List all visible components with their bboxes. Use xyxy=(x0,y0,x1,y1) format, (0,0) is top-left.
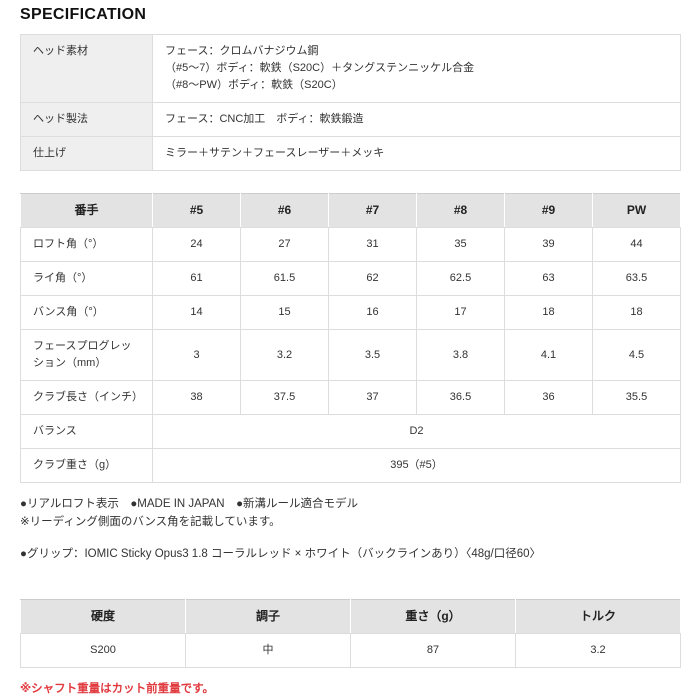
club-row-label: バンス角（°） xyxy=(20,295,153,330)
club-value-cell: 38 xyxy=(152,380,241,415)
notes-block: ●リアルロフト表示 ●MADE IN JAPAN ●新溝ルール適合モデル ※リー… xyxy=(20,495,680,531)
table-row: ヘッド製法 フェース：CNC加工 ボディ：軟鉄鍛造 xyxy=(20,102,681,137)
club-row-label: バランス xyxy=(20,414,153,449)
shaft-value-flex: S200 xyxy=(20,633,186,668)
spec-value-head-construction: フェース：CNC加工 ボディ：軟鉄鍛造 xyxy=(152,102,681,137)
table-row-face-progression: フェースプログレッション（mm） 3 3.2 3.5 3.8 4.1 4.5 xyxy=(20,329,681,381)
table-row-lie: ライ角（°） 61 61.5 62 62.5 63 63.5 xyxy=(20,261,681,296)
table-row: 仕上げ ミラー＋サテン＋フェースレーザー＋メッキ xyxy=(20,136,681,171)
club-value-cell: 61 xyxy=(152,261,241,296)
club-value-cell: 3 xyxy=(152,329,241,381)
club-value-cell: 37.5 xyxy=(240,380,329,415)
spec-label-finish: 仕上げ xyxy=(20,136,153,171)
club-header-5: #5 xyxy=(152,193,241,228)
shaft-value-weight: 87 xyxy=(350,633,516,668)
club-header-8: #8 xyxy=(416,193,505,228)
table-row-loft: ロフト角（°） 24 27 31 35 39 44 xyxy=(20,227,681,262)
club-row-label: クラブ長さ（インチ） xyxy=(20,380,153,415)
club-value-cell: 44 xyxy=(592,227,681,262)
spec-value-line: フェース：クロムバナジウム鋼 xyxy=(165,45,319,57)
club-span-value-weight: 395（#5） xyxy=(152,448,681,483)
spec-value-line: （#8～PW）ボディ：軟鉄（S20C） xyxy=(165,79,343,91)
club-value-cell: 31 xyxy=(328,227,417,262)
club-value-cell: 18 xyxy=(504,295,593,330)
club-value-cell: 35 xyxy=(416,227,505,262)
club-value-cell: 62.5 xyxy=(416,261,505,296)
table-row-balance: バランス D2 xyxy=(20,414,681,449)
shaft-header-row: 硬度 調子 重さ（g） トルク xyxy=(20,599,681,634)
shaft-value-kick: 中 xyxy=(185,633,351,668)
club-header-7: #7 xyxy=(328,193,417,228)
club-row-label: クラブ重さ（g） xyxy=(20,448,153,483)
shaft-weight-footnote: ※シャフト重量はカット前重量です。 xyxy=(20,683,215,695)
shaft-header-torque: トルク xyxy=(515,599,681,634)
spec-label-head-material: ヘッド素材 xyxy=(20,34,153,103)
club-value-cell: 3.8 xyxy=(416,329,505,381)
page-title: SPECIFICATION xyxy=(20,6,147,23)
club-header-9: #9 xyxy=(504,193,593,228)
club-value-cell: 3.5 xyxy=(328,329,417,381)
club-value-cell: 16 xyxy=(328,295,417,330)
club-value-cell: 4.5 xyxy=(592,329,681,381)
club-header-number: 番手 xyxy=(20,193,153,228)
table-row: ヘッド素材 フェース：クロムバナジウム鋼 （#5～7）ボディ：軟鉄（S20C）＋… xyxy=(20,34,681,103)
spec-value-line: （#5～7）ボディ：軟鉄（S20C）＋タングステンニッケル合金 xyxy=(165,62,475,74)
club-value-cell: 36.5 xyxy=(416,380,505,415)
club-value-cell: 27 xyxy=(240,227,329,262)
club-value-cell: 24 xyxy=(152,227,241,262)
club-value-cell: 63.5 xyxy=(592,261,681,296)
club-spec-table: 番手 #5 #6 #7 #8 #9 PW ロフト角（°） 24 27 31 35… xyxy=(20,193,681,483)
spec-value-head-material: フェース：クロムバナジウム鋼 （#5～7）ボディ：軟鉄（S20C）＋タングステン… xyxy=(152,34,681,103)
feature-bullets: ●リアルロフト表示 ●MADE IN JAPAN ●新溝ルール適合モデル xyxy=(20,498,359,510)
club-value-cell: 36 xyxy=(504,380,593,415)
shaft-value-torque: 3.2 xyxy=(515,633,681,668)
shaft-spec-table: 硬度 調子 重さ（g） トルク S200 中 87 3.2 xyxy=(20,599,681,668)
club-value-cell: 18 xyxy=(592,295,681,330)
club-value-cell: 35.5 xyxy=(592,380,681,415)
club-header-6: #6 xyxy=(240,193,329,228)
bounce-caution-note: ※リーディング側面のバンス角を記載しています。 xyxy=(20,516,281,528)
grip-note: ●グリップ：IOMIC Sticky Opus3 1.8 コーラルレッド × ホ… xyxy=(20,548,542,560)
club-value-cell: 62 xyxy=(328,261,417,296)
club-value-cell: 37 xyxy=(328,380,417,415)
club-table-header-row: 番手 #5 #6 #7 #8 #9 PW xyxy=(20,193,681,228)
club-row-label: ライ角（°） xyxy=(20,261,153,296)
club-header-pw: PW xyxy=(592,193,681,228)
table-row-bounce: バンス角（°） 14 15 16 17 18 18 xyxy=(20,295,681,330)
club-span-value-balance: D2 xyxy=(152,414,681,449)
club-value-cell: 17 xyxy=(416,295,505,330)
spec-value-finish: ミラー＋サテン＋フェースレーザー＋メッキ xyxy=(152,136,681,171)
table-row-weight: クラブ重さ（g） 395（#5） xyxy=(20,448,681,483)
shaft-header-kick: 調子 xyxy=(185,599,351,634)
spec-label-head-construction: ヘッド製法 xyxy=(20,102,153,137)
club-value-cell: 39 xyxy=(504,227,593,262)
table-row-length: クラブ長さ（インチ） 38 37.5 37 36.5 36 35.5 xyxy=(20,380,681,415)
club-value-cell: 63 xyxy=(504,261,593,296)
club-value-cell: 15 xyxy=(240,295,329,330)
club-row-label: フェースプログレッション（mm） xyxy=(20,329,153,381)
club-row-label: ロフト角（°） xyxy=(20,227,153,262)
shaft-value-row: S200 中 87 3.2 xyxy=(20,633,681,668)
club-value-cell: 4.1 xyxy=(504,329,593,381)
club-value-cell: 14 xyxy=(152,295,241,330)
club-value-cell: 3.2 xyxy=(240,329,329,381)
shaft-header-weight: 重さ（g） xyxy=(350,599,516,634)
club-value-cell: 61.5 xyxy=(240,261,329,296)
head-spec-table: ヘッド素材 フェース：クロムバナジウム鋼 （#5～7）ボディ：軟鉄（S20C）＋… xyxy=(20,34,681,171)
shaft-header-flex: 硬度 xyxy=(20,599,186,634)
